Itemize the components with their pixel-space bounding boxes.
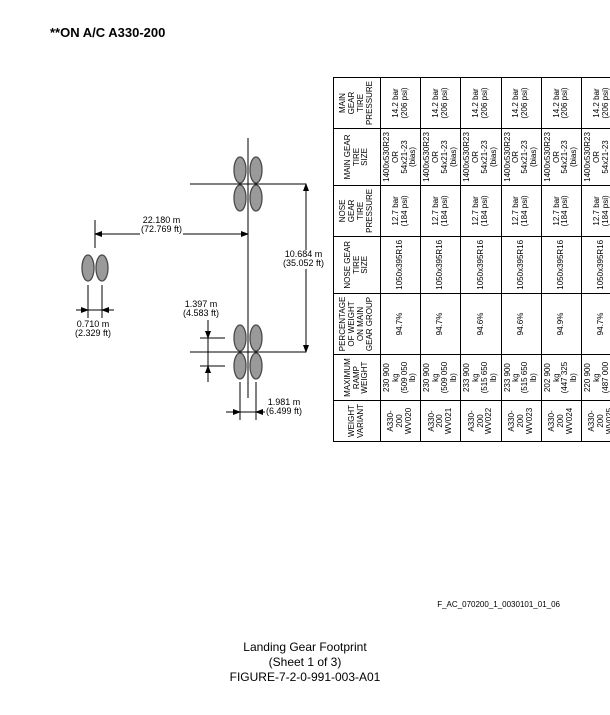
table-header: NOSE GEAR TIRE SIZE (334, 236, 381, 293)
gear-footprint-diagram: 10.684 m (35.052 ft) 22.180 m (72.769 ft… (70, 120, 330, 440)
table-cell: 1400x530R23 OR 54x21-23 (bias) (461, 129, 501, 186)
table-cell: 12.7 bar (184 psi) (381, 185, 421, 236)
table-header: NOSE GEAR TIRE PRESSURE (334, 185, 381, 236)
table-cell: A330-200 WV025 (581, 400, 610, 441)
caption-line2: (Sheet 1 of 3) (269, 655, 342, 669)
figure-reference-code: F_AC_070200_1_0030101_01_06 (437, 600, 560, 609)
table-row: A330-200 WV021230 900 kg (509 050 lb)94.… (421, 78, 461, 442)
table-cell: 12.7 bar (184 psi) (461, 185, 501, 236)
table-row: A330-200 WV023233 900 kg (515 650 lb)94.… (501, 78, 541, 442)
table-cell: A330-200 WV024 (541, 400, 581, 441)
dim-nose-sub: (2.329 ft) (75, 328, 111, 338)
table-cell: 1400x530R23 OR 54x21-23 (bias) (381, 129, 421, 186)
table-cell: 14.2 bar (206 psi) (541, 78, 581, 129)
table-cell: 1400x530R23 OR 54x21-23 (bias) (501, 129, 541, 186)
table-cell: 14.2 bar (206 psi) (581, 78, 610, 129)
table-cell: 230 900 kg (509 050 lb) (421, 355, 461, 401)
table-cell: 14.2 bar (206 psi) (461, 78, 501, 129)
table-cell: 1050x395R16 (581, 236, 610, 293)
table-cell: 94.6% (501, 293, 541, 355)
table-header: MAXIMUM RAMP WEIGHT (334, 355, 381, 401)
page-title: **ON A/C A330-200 (50, 25, 165, 40)
table-row: A330-200 WV022233 900 kg (515 650 lb)94.… (461, 78, 501, 442)
table-cell: 94.7% (421, 293, 461, 355)
table-cell: 1050x395R16 (381, 236, 421, 293)
table-cell: 94.7% (581, 293, 610, 355)
caption-line3: FIGURE-7-2-0-991-003-A01 (230, 670, 381, 684)
table-cell: 94.7% (381, 293, 421, 355)
table-row: A330-200 WV025220 900 kg (487 000 lb)94.… (581, 78, 610, 442)
table-cell: 12.7 bar (184 psi) (501, 185, 541, 236)
table-cell: 14.2 bar (206 psi) (501, 78, 541, 129)
table-row: A330-200 WV024202 900 kg (447 325 lb)94.… (541, 78, 581, 442)
figure-caption: Landing Gear Footprint (Sheet 1 of 3) FI… (0, 640, 610, 685)
table-cell: 233 900 kg (515 650 lb) (461, 355, 501, 401)
table-cell: A330-200 WV023 (501, 400, 541, 441)
dim-main-lat-sub: (6.499 ft) (266, 406, 302, 416)
table-cell: 14.2 bar (206 psi) (381, 78, 421, 129)
table-cell: A330-200 WV021 (421, 400, 461, 441)
table-header: MAIN GEAR TIRE PRESSURE (334, 78, 381, 129)
table-cell: A330-200 WV022 (461, 400, 501, 441)
table-header: PERCENTAGE OF WEIGHT ON MAIN GEAR GROUP (334, 293, 381, 355)
table-cell: 220 900 kg (487 000 lb) (581, 355, 610, 401)
dim-main-long-sub: (4.583 ft) (183, 308, 219, 318)
table-cell: 12.7 bar (184 psi) (541, 185, 581, 236)
caption-line1: Landing Gear Footprint (243, 640, 366, 654)
table-cell: 12.7 bar (184 psi) (421, 185, 461, 236)
dim-length-sub: (72.769 ft) (141, 224, 182, 234)
table-cell: 1050x395R16 (421, 236, 461, 293)
table-cell: 1400x530R23 OR 54x21-23 (bias) (581, 129, 610, 186)
table-header: WEIGHT VARIANT (334, 400, 381, 441)
table-cell: 233 900 kg (515 650 lb) (501, 355, 541, 401)
table-cell: 94.9% (541, 293, 581, 355)
table-cell: 12.7 bar (184 psi) (581, 185, 610, 236)
table-cell: 1050x395R16 (461, 236, 501, 293)
dim-width-sub: (35.052 ft) (283, 258, 324, 268)
table-cell: 1400x530R23 OR 54x21-23 (bias) (421, 129, 461, 186)
table-cell: A330-200 WV020 (381, 400, 421, 441)
table-cell: 14.2 bar (206 psi) (421, 78, 461, 129)
table-cell: 230 900 kg (509 050 lb) (381, 355, 421, 401)
gear-data-table: WEIGHT VARIANTMAXIMUM RAMP WEIGHTPERCENT… (333, 77, 610, 442)
table-cell: 1050x395R16 (501, 236, 541, 293)
table-cell: 1050x395R16 (541, 236, 581, 293)
table-cell: 1400x530R23 OR 54x21-23 (bias) (541, 129, 581, 186)
table-header: MAIN GEAR TIRE SIZE (334, 129, 381, 186)
table-cell: 94.6% (461, 293, 501, 355)
table-cell: 202 900 kg (447 325 lb) (541, 355, 581, 401)
table-row: A330-200 WV020230 900 kg (509 050 lb)94.… (381, 78, 421, 442)
